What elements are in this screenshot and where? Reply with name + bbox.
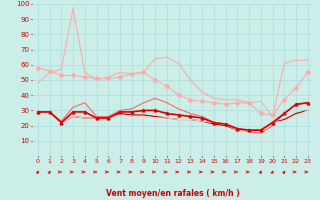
Text: Vent moyen/en rafales ( km/h ): Vent moyen/en rafales ( km/h ) — [106, 189, 240, 198]
